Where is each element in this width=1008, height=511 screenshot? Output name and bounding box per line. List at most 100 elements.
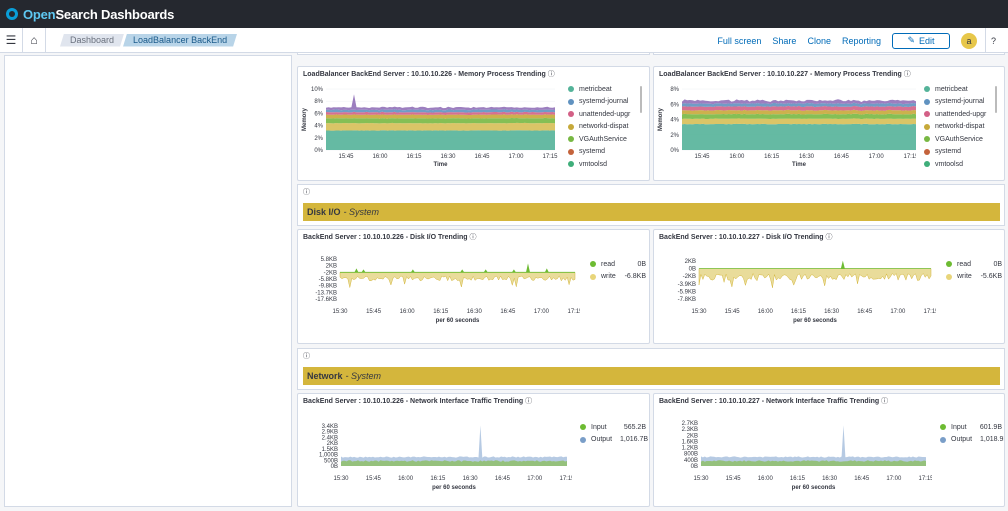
y-tick-label: 2KB [327, 441, 338, 447]
avatar[interactable]: a [961, 32, 977, 49]
legend-item[interactable]: vmtoolsd [568, 158, 648, 171]
left-panel [4, 55, 292, 507]
brand-name[interactable]: OpenSearch Dashboards [23, 6, 175, 22]
legend-item[interactable]: VGAuthService [924, 133, 1004, 146]
x-tick-label: 16:30 [824, 309, 840, 315]
chart-legend: read 0B write -6.8KB [590, 258, 646, 283]
legend-item[interactable]: unattended-upgr [924, 108, 1004, 121]
x-tick-label: 15:45 [338, 154, 354, 160]
y-axis-label: Memory [302, 107, 308, 131]
legend-item[interactable]: metricbeat [568, 83, 648, 96]
x-axis-label: per 60 seconds [793, 318, 837, 324]
y-tick-label: -5.8KB [319, 277, 337, 283]
legend-swatch [568, 111, 574, 118]
legend-item[interactable]: metricbeat [924, 83, 1004, 96]
legend-scrollbar[interactable] [640, 86, 642, 113]
y-tick-label: 0% [670, 148, 679, 154]
legend-item[interactable]: Output 1,016.7B [580, 434, 649, 447]
section-header: Network - System [303, 367, 1000, 385]
legend-scrollbar[interactable] [995, 86, 997, 113]
memory-chart-226[interactable]: 10% 8% 6% 4% 2% 0% Memory 15:45 16:00 16:15 16:30 1… [298, 77, 558, 181]
memory-chart-227[interactable]: 8% 6% 4% 2% 0% Memory 15:45 16:00 16:15 16:30 16:4… [654, 77, 916, 181]
breadcrumb-dashboard[interactable]: Dashboard [60, 34, 124, 47]
x-tick-label: 15:45 [366, 476, 382, 482]
disk-io-panel-226: BackEnd Server : 10.10.10.226 - Disk I/O… [297, 229, 650, 344]
legend-swatch [568, 123, 574, 130]
info-icon[interactable]: ⓘ [525, 398, 533, 405]
legend-item[interactable]: Output 1,018.9B [940, 434, 1004, 447]
memory-area-vgauth [682, 113, 916, 120]
legend-item[interactable]: systemd [924, 146, 1004, 159]
legend-item[interactable]: systemd-journal [924, 96, 1004, 109]
legend-item[interactable]: systemd [568, 146, 648, 159]
legend-label: write [957, 273, 972, 281]
x-tick-label: 17:00 [527, 476, 543, 482]
info-icon[interactable]: ⓘ [903, 71, 911, 78]
legend-value: 1,016.7B [620, 436, 649, 444]
x-tick-label: 16:00 [398, 476, 414, 482]
opensearch-logo-icon[interactable] [6, 8, 18, 20]
legend-item[interactable]: write -5.6KB [946, 271, 1002, 284]
y-tick-label: 1.6KB [682, 439, 698, 445]
y-tick-label: -7.8KB [678, 297, 696, 303]
legend-item[interactable]: vmtoolsd [924, 158, 1004, 171]
section-subtitle: - System [345, 371, 382, 381]
clone-link[interactable]: Clone [807, 35, 831, 46]
panel-title: BackEnd Server : 10.10.10.227 - Network … [659, 398, 880, 405]
disk-chart-227[interactable]: 2KB 0B-2KB -3.9KB-5.9KB -7.8KB 15:30 15:45 16:… [654, 241, 936, 344]
nav-divider [22, 27, 23, 53]
legend-item[interactable]: VGAuthService [568, 133, 648, 146]
home-icon[interactable]: ⌂ [30, 33, 38, 47]
info-icon[interactable]: ⓘ [825, 234, 833, 241]
memory-area-vmtoolsd [682, 123, 916, 150]
legend-item[interactable]: systemd-journal [568, 96, 648, 109]
legend-label: unattended-upgr [579, 110, 631, 118]
disk-io-panel-227: BackEnd Server : 10.10.10.227 - Disk I/O… [653, 229, 1005, 344]
x-tick-label: 16:45 [495, 476, 511, 482]
reporting-link[interactable]: Reporting [841, 35, 881, 46]
legend-label: Output [951, 436, 973, 444]
legend-item[interactable]: write -6.8KB [590, 271, 646, 284]
legend-label: Output [591, 436, 613, 444]
navigation-bar: ☰ ⌂ Dashboard LoadBalancer BackEnd Full … [0, 27, 1008, 53]
y-tick-label: 6% [670, 102, 679, 108]
legend-value: 565.2B [623, 423, 646, 431]
legend-swatch [924, 86, 930, 93]
info-icon[interactable]: ⓘ [303, 189, 310, 196]
info-icon[interactable]: ⓘ [881, 398, 889, 405]
disk-read-spike [460, 269, 465, 273]
menu-icon[interactable]: ☰ [5, 33, 17, 47]
y-tick-label: 5.8KB [321, 257, 337, 263]
y-tick-label: 400B [684, 458, 698, 464]
edit-button[interactable]: ✎ Edit [892, 32, 950, 49]
legend-item[interactable]: networkd-dispat [568, 121, 648, 134]
full-screen-link[interactable]: Full screen [717, 35, 762, 46]
memory-area-metricbeat [682, 99, 916, 105]
info-icon[interactable]: ⓘ [547, 71, 555, 78]
legend-item[interactable]: unattended-upgr [568, 108, 648, 121]
legend-value: 0B [993, 260, 1002, 268]
disk-read-spike [511, 269, 516, 273]
info-icon[interactable]: ⓘ [303, 353, 310, 360]
legend-value: -6.8KB [624, 273, 646, 281]
legend-swatch [940, 436, 946, 443]
legend-item[interactable]: Input 565.2B [580, 421, 646, 434]
info-icon[interactable]: ⓘ [469, 234, 477, 241]
legend-label: systemd [935, 148, 962, 156]
y-tick-label: 2% [314, 136, 323, 142]
legend-item[interactable]: read 0B [946, 258, 1002, 271]
x-axis-label: per 60 seconds [792, 485, 836, 491]
network-input-area [341, 460, 567, 466]
share-link[interactable]: Share [772, 35, 797, 46]
legend-item[interactable]: Input 601.9B [940, 421, 1002, 434]
y-tick-label: -17.6KB [315, 297, 337, 303]
legend-item[interactable]: networkd-dispat [924, 121, 1004, 134]
help-icon[interactable]: ? [991, 35, 997, 46]
disk-read-spike [361, 269, 366, 273]
disk-read-spike [544, 268, 549, 273]
y-tick-label: 2.7KB [682, 421, 698, 427]
legend-item[interactable]: read 0B [590, 258, 646, 271]
